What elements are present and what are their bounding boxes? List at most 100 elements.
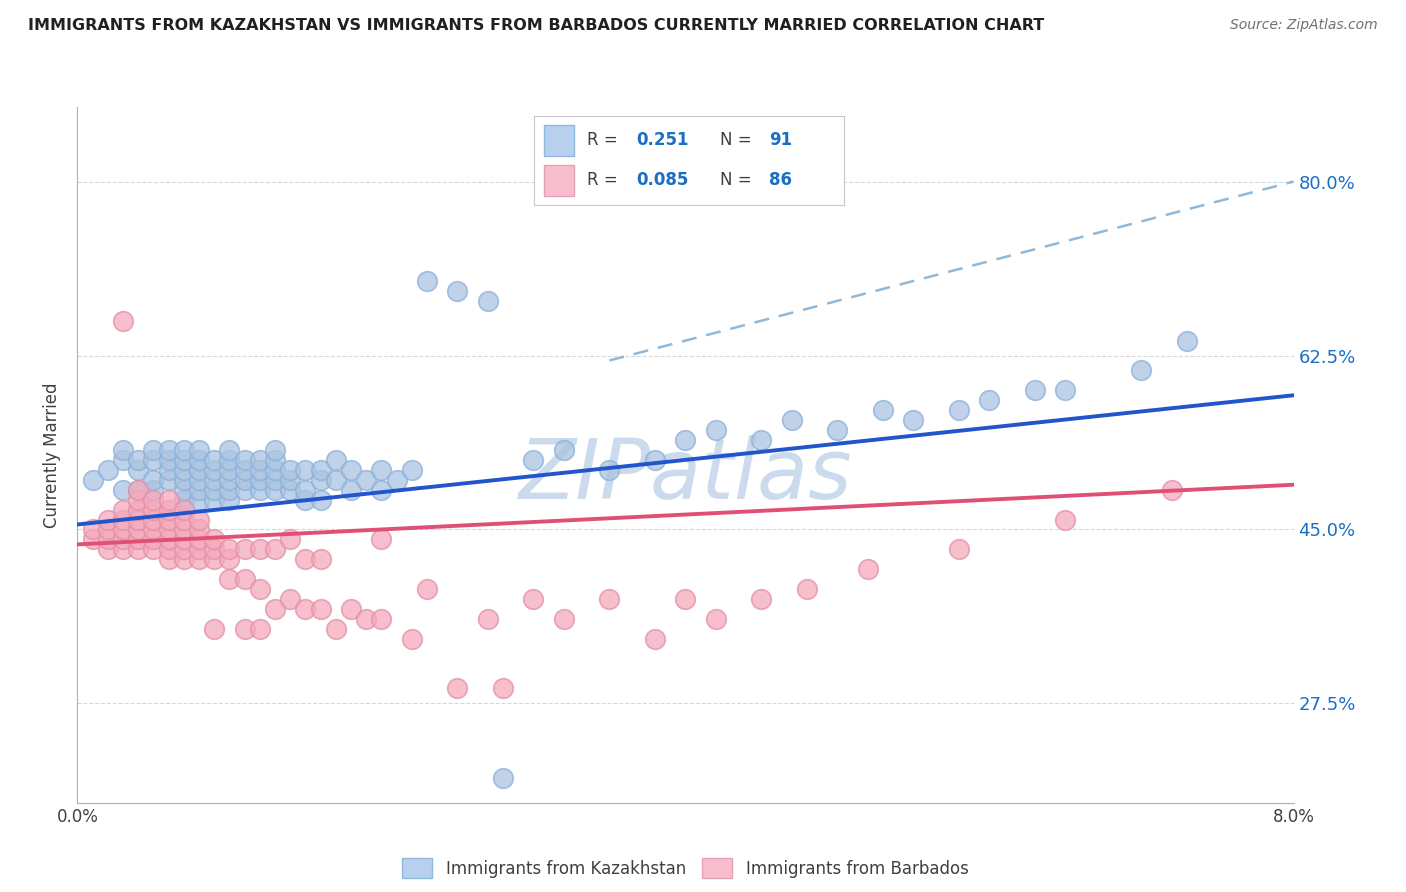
Point (325, 622, 347, 636)
Point (644, 632, 666, 646)
Point (142, 502, 165, 516)
Point (111, 483, 134, 497)
Point (157, 512, 180, 526)
Point (340, 483, 363, 497)
Point (264, 453, 287, 467)
Point (1054, 512, 1077, 526)
Point (157, 502, 180, 516)
Point (202, 473, 225, 487)
Point (948, 542, 970, 557)
Point (142, 473, 165, 487)
Point (142, 542, 165, 557)
Point (82, 523, 104, 537)
Point (218, 552, 240, 566)
Point (218, 483, 240, 497)
Point (401, 463, 423, 477)
FancyBboxPatch shape (544, 165, 575, 196)
Text: ZIPatlas: ZIPatlas (519, 435, 852, 516)
Text: 0.085: 0.085 (637, 171, 689, 189)
Point (97, 523, 120, 537)
Point (97, 463, 120, 477)
Point (218, 463, 240, 477)
Point (157, 442, 180, 457)
Point (278, 483, 301, 497)
Point (82, 533, 104, 547)
Point (354, 473, 377, 487)
Point (218, 473, 240, 487)
Point (202, 533, 225, 547)
Text: IMMIGRANTS FROM KAZAKHSTAN VS IMMIGRANTS FROM BARBADOS CURRENTLY MARRIED CORRELA: IMMIGRANTS FROM KAZAKHSTAN VS IMMIGRANTS… (28, 18, 1045, 33)
Point (249, 473, 271, 487)
Point (157, 523, 180, 537)
Point (157, 453, 180, 467)
Point (111, 314, 134, 328)
Point (370, 463, 392, 477)
Point (644, 453, 666, 467)
Point (309, 492, 332, 507)
Point (202, 463, 225, 477)
Point (856, 562, 879, 576)
Point (979, 393, 1001, 408)
FancyBboxPatch shape (544, 125, 575, 156)
Point (97, 533, 120, 547)
Point (157, 542, 180, 557)
Point (294, 552, 316, 566)
Point (157, 492, 180, 507)
Point (218, 542, 240, 557)
Point (325, 473, 347, 487)
Text: Source: ZipAtlas.com: Source: ZipAtlas.com (1230, 18, 1378, 32)
Y-axis label: Currently Married: Currently Married (44, 382, 62, 528)
Point (1024, 384, 1046, 398)
Point (111, 523, 134, 537)
Point (309, 552, 332, 566)
Point (446, 681, 468, 696)
Text: N =: N = (720, 171, 756, 189)
Text: 91: 91 (769, 131, 793, 149)
Point (309, 463, 332, 477)
Point (173, 492, 195, 507)
Point (233, 542, 256, 557)
Point (127, 453, 149, 467)
Point (233, 483, 256, 497)
Point (188, 463, 211, 477)
Point (233, 622, 256, 636)
Point (948, 403, 970, 417)
Point (751, 592, 773, 607)
Point (598, 592, 620, 607)
Legend: Immigrants from Kazakhstan, Immigrants from Barbados: Immigrants from Kazakhstan, Immigrants f… (395, 851, 976, 885)
Point (827, 423, 849, 437)
Point (294, 463, 316, 477)
Point (1054, 384, 1077, 398)
Point (142, 512, 165, 526)
Point (202, 453, 225, 467)
Point (188, 552, 211, 566)
Point (233, 473, 256, 487)
Point (202, 552, 225, 566)
Point (111, 453, 134, 467)
Point (1160, 483, 1182, 497)
Point (675, 433, 697, 447)
Point (233, 463, 256, 477)
Point (294, 602, 316, 616)
Point (1175, 334, 1198, 348)
Point (111, 512, 134, 526)
Point (796, 582, 818, 596)
Point (111, 542, 134, 557)
Point (401, 632, 423, 646)
Point (173, 502, 195, 516)
Point (278, 592, 301, 607)
Point (264, 473, 287, 487)
Point (416, 274, 439, 288)
Point (202, 542, 225, 557)
Point (751, 433, 773, 447)
Point (142, 523, 165, 537)
Point (127, 502, 149, 516)
Point (492, 771, 515, 785)
Point (233, 453, 256, 467)
Point (188, 453, 211, 467)
Point (370, 533, 392, 547)
Text: N =: N = (720, 131, 756, 149)
Point (233, 572, 256, 586)
Point (218, 572, 240, 586)
Point (173, 552, 195, 566)
